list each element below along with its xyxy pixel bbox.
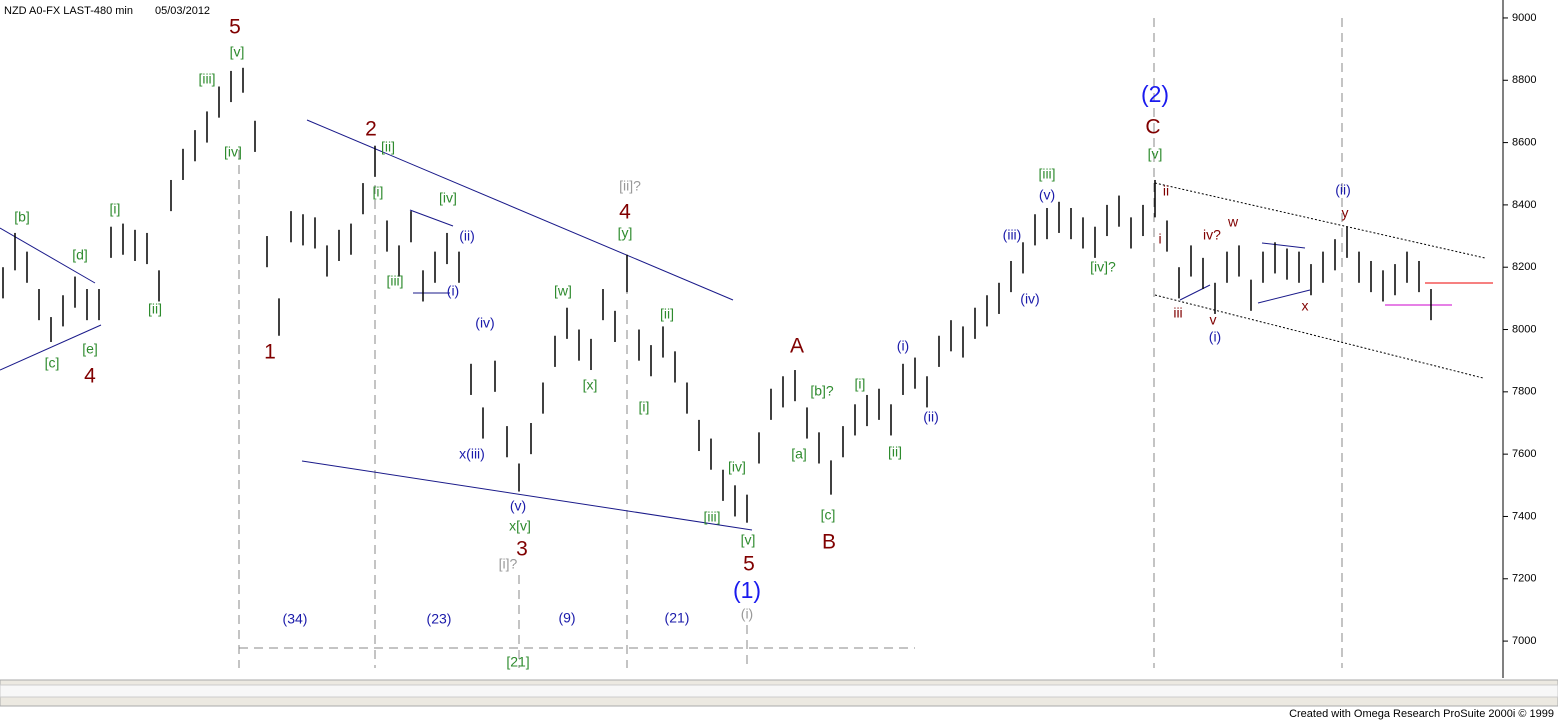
wave-label: (iv)	[475, 315, 494, 331]
wave-label: (1)	[733, 577, 761, 603]
trend-line	[1261, 242, 1306, 249]
wave-label: [d]	[72, 247, 88, 263]
y-tick-label: 8000	[1512, 323, 1536, 335]
trend-line	[301, 460, 753, 531]
wave-label: (ii)	[1335, 182, 1351, 198]
wave-label: [v]	[1148, 146, 1163, 162]
channel-line	[1154, 294, 1484, 379]
trend-line	[1257, 289, 1311, 304]
wave-label: [ii]	[148, 301, 162, 317]
trend-line	[0, 324, 102, 371]
wave-label: [i]	[855, 376, 866, 392]
y-tick-label: 7000	[1512, 635, 1536, 647]
y-tick-label: 8200	[1512, 261, 1536, 273]
date: 05/03/2012	[155, 5, 210, 17]
trend-line	[409, 209, 454, 227]
wave-label: 2	[365, 118, 377, 141]
wave-label: [ii]	[381, 139, 395, 155]
wave-label: ii	[1163, 183, 1169, 199]
wave-label: (ii)	[923, 409, 939, 425]
wave-label: [x]	[583, 377, 598, 393]
wave-label: (i)	[897, 338, 909, 354]
y-tick-label: 8400	[1512, 199, 1536, 211]
wave-label: 3	[516, 538, 528, 561]
wave-label: [21]	[506, 654, 529, 670]
wave-label: (i)	[1209, 329, 1221, 345]
wave-label: [v]	[741, 532, 756, 548]
wave-label: (23)	[427, 611, 452, 627]
wave-label: (v)	[510, 498, 526, 514]
wave-label: [b]?	[810, 383, 834, 399]
wave-label: [iii]	[386, 273, 403, 289]
wave-label: (ii)	[459, 228, 475, 244]
wave-label: [y]	[618, 225, 633, 241]
wave-label: [iv]	[224, 144, 242, 160]
wave-label: iv?	[1203, 227, 1221, 243]
wave-label: (iii)	[1003, 227, 1022, 243]
wave-label: x(iii)	[459, 446, 485, 462]
wave-label: 4	[84, 365, 96, 388]
wave-label: (34)	[283, 611, 308, 627]
wave-label: v	[1210, 312, 1217, 328]
symbol: NZD A0-FX LAST-480 min	[4, 5, 133, 17]
wave-label: 1	[264, 341, 276, 364]
wave-label: A	[790, 335, 804, 358]
y-tick-label: 7800	[1512, 386, 1536, 398]
wave-label: [iv]	[439, 190, 457, 206]
wave-label: x	[1302, 298, 1309, 314]
wave-label: [b]	[14, 209, 30, 225]
wave-label: x[v]	[509, 518, 531, 534]
y-tick-label: 7600	[1512, 448, 1536, 460]
wave-label: [iv]?	[1090, 259, 1116, 275]
wave-label: (i)	[741, 606, 753, 622]
wave-label: [iii]	[198, 71, 215, 87]
wave-label: (iv)	[1020, 291, 1039, 307]
wave-label: [ii]	[660, 306, 674, 322]
credit: Created with Omega Research ProSuite 200…	[1289, 708, 1554, 720]
wave-label: [a]	[791, 446, 807, 462]
wave-label: (21)	[665, 610, 690, 626]
y-tick-label: 9000	[1512, 12, 1536, 24]
wave-label: [iv]	[728, 459, 746, 475]
wave-label: iii	[1173, 305, 1182, 321]
wave-label: (2)	[1141, 81, 1169, 107]
wave-label: [e]	[82, 341, 98, 357]
wave-label: [i]	[110, 201, 121, 217]
wave-label: 4	[619, 201, 631, 224]
wave-label: [c]	[45, 355, 60, 371]
wave-label: [ii]?	[619, 178, 641, 194]
wave-label: i	[1158, 231, 1161, 247]
wave-label: [iii]	[703, 509, 720, 525]
y-tick-label: 8600	[1512, 136, 1536, 148]
trend-line	[306, 119, 734, 301]
wave-label: 5	[229, 16, 241, 39]
y-tick-label: 8800	[1512, 74, 1536, 86]
wave-label: 5	[743, 553, 755, 576]
wave-label: [iii]	[1038, 166, 1055, 182]
wave-label: C	[1145, 116, 1160, 139]
wave-label: (9)	[558, 610, 575, 626]
trend-line	[1179, 284, 1211, 301]
wave-label: [i]	[639, 399, 650, 415]
y-tick-label: 7400	[1512, 510, 1536, 522]
channel-line	[1154, 182, 1486, 259]
trend-line	[0, 227, 96, 284]
guides	[0, 18, 1493, 670]
wave-label: (v)	[1039, 187, 1055, 203]
wave-label: [ii]	[888, 444, 902, 460]
wave-label: y	[1342, 205, 1349, 221]
y-tick-label: 7200	[1512, 573, 1536, 585]
wave-label: [w]	[554, 283, 572, 299]
wave-label: [i]	[373, 184, 384, 200]
wave-label: B	[822, 531, 836, 554]
wave-label: (i)	[447, 283, 459, 299]
wave-label: [c]	[821, 507, 836, 523]
wave-label: w	[1227, 214, 1239, 230]
wave-label: [v]	[230, 44, 245, 60]
scroll-track[interactable]	[0, 684, 1558, 698]
wave-label: [i]?	[499, 556, 518, 572]
